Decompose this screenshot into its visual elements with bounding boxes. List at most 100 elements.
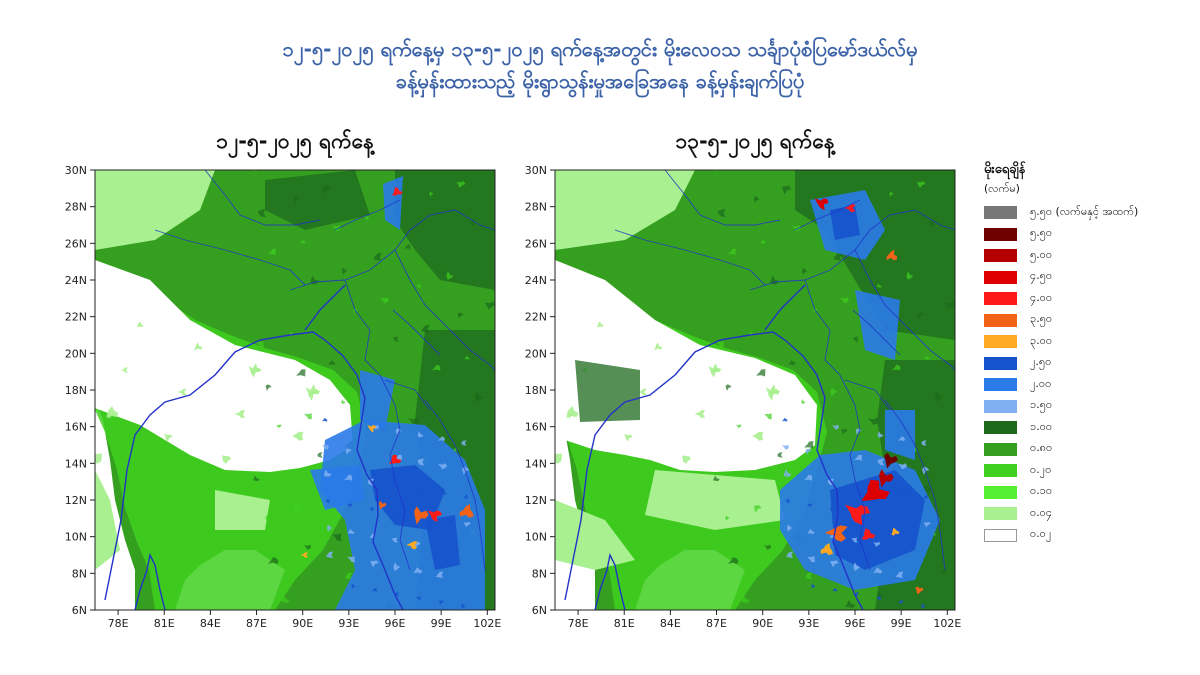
rain-speck: [429, 192, 434, 197]
rain-speck: [754, 195, 760, 203]
rain-area-very-light: [645, 470, 785, 530]
rain-speck: [256, 341, 264, 348]
lat-tick-label: 12N: [65, 494, 87, 507]
rain-speck: [713, 475, 720, 482]
rainfall-legend: မိုးရေချိန် (လက်မ) ၅.၅၀ (လက်မနှင့် အထက်)…: [984, 160, 1198, 546]
legend-label: ၀.၂၀: [1030, 462, 1052, 476]
lat-tick-label: 20N: [525, 347, 547, 360]
rain-speck: [898, 600, 904, 605]
rain-speck: [347, 556, 355, 563]
rain-speck: [421, 324, 430, 333]
rain-speck: [877, 591, 884, 598]
lon-tick-label: 84E: [660, 617, 681, 630]
rain-speck: [786, 551, 794, 559]
country-border: [289, 209, 495, 291]
rain-speck: [194, 342, 203, 351]
rain-speck: [682, 455, 692, 464]
legend-unit: (လက်မ): [984, 182, 1020, 195]
rain-area-very-heavy: [425, 515, 460, 570]
rain-speck: [321, 444, 329, 450]
legend-label: ၀.၈၀: [1030, 441, 1053, 455]
rain-speck: [308, 384, 321, 396]
rain-speck: [906, 271, 914, 280]
rain-area-heavy: [855, 290, 900, 360]
legend-item: ၂.၀၀: [984, 374, 1198, 396]
rain-area-very-light: [95, 470, 120, 570]
rain-speck: [788, 360, 796, 366]
rain-area-heavy: [360, 370, 395, 430]
rain-area-very-heavy: [830, 205, 860, 240]
rain-speck: [917, 312, 924, 319]
rain-hotspot: [844, 204, 856, 213]
rain-hotspot: [861, 479, 890, 502]
legend-label: ၂.၅၀: [1030, 355, 1052, 369]
rain-speck: [322, 417, 328, 422]
rain-speck: [833, 252, 842, 261]
rain-speck: [898, 463, 908, 470]
lat-tick-label: 16N: [525, 421, 547, 434]
lat-tick-label: 30N: [525, 164, 547, 177]
rain-hotspot: [414, 506, 429, 525]
lon-tick-label: 96E: [845, 617, 866, 630]
page-title-line-1: ၁၂-၅-၂၀၂၅ ရက်နေ့မှ ၁၃-၅-၂၀၂၅ ရက်နေ့အတွင်…: [282, 37, 918, 61]
rain-speck: [830, 387, 838, 397]
rain-hotspot: [886, 249, 897, 261]
rain-speck: [830, 560, 839, 568]
rain-speck: [777, 452, 783, 458]
rain-speck: [435, 571, 444, 579]
rain-speck: [760, 240, 766, 244]
rain-speck: [281, 595, 290, 603]
country-border: [384, 379, 431, 411]
rain-speck: [839, 297, 849, 304]
rain-speck: [461, 440, 467, 446]
legend-swatch: [984, 292, 1017, 306]
rain-speck: [807, 556, 815, 563]
rain-speck: [654, 342, 663, 351]
rain-speck: [787, 524, 793, 532]
lon-tick-label: 81E: [154, 617, 175, 630]
legend-swatch: [984, 421, 1017, 435]
rain-area-moderate: [575, 360, 640, 422]
rain-speck: [853, 562, 861, 572]
rain-hotspot: [300, 552, 309, 558]
rain-area-very-light: [95, 170, 215, 250]
rain-area-very-heavy: [830, 470, 925, 570]
lat-tick-label: 28N: [525, 201, 547, 214]
rain-hotspot: [406, 541, 418, 550]
rain-hotspot: [879, 469, 894, 488]
rain-speck: [417, 458, 425, 466]
rain-speck: [403, 244, 411, 250]
rain-speck: [752, 431, 764, 441]
rain-speck: [876, 283, 882, 288]
rain-speck: [463, 521, 471, 528]
legend-item: ၀.၈၀: [984, 439, 1198, 461]
legend-swatch: [984, 485, 1017, 499]
legend-swatch: [984, 399, 1017, 413]
legend-title: မိုးရေချိန်: [984, 162, 1026, 177]
rain-hotspot: [459, 504, 474, 518]
lon-tick-label: 99E: [891, 617, 912, 630]
legend-swatch: [984, 378, 1017, 392]
rain-speck: [727, 557, 739, 565]
rain-speck: [268, 248, 276, 255]
rain-speck: [768, 384, 781, 396]
legend-item: ၅.၀၀: [984, 245, 1198, 267]
legend-items: ၅.၅၀ (လက်မနှင့် အထက်) ၅.၅၀ ၅.၀၀ ၄.၅၀ ၄.၀၀ ၃.၅…: [984, 202, 1198, 546]
rainfall-map-svg: 6N 8N 10N 12N 14N 16N 18N 20N 22N 24N 26N 28N 30N 78E…: [525, 164, 962, 630]
rain-speck: [267, 557, 279, 565]
lat-tick-label: 18N: [525, 384, 547, 397]
legend-item: ၅.၅၀ (လက်မနှင့် အထက်): [984, 202, 1198, 224]
legend-swatch: [984, 335, 1017, 349]
rain-speck: [351, 583, 356, 589]
rain-speck: [294, 195, 300, 203]
rain-speck: [265, 384, 272, 391]
lon-tick-label: 78E: [568, 617, 589, 630]
rain-speck: [446, 271, 454, 280]
lon-tick-label: 93E: [338, 617, 359, 630]
rain-hotspot: [915, 586, 924, 595]
lon-tick-label: 99E: [431, 617, 452, 630]
rain-speck: [867, 417, 879, 425]
dry-area: [95, 260, 353, 472]
rain-speck: [916, 181, 926, 188]
rain-hotspot: [427, 510, 442, 522]
